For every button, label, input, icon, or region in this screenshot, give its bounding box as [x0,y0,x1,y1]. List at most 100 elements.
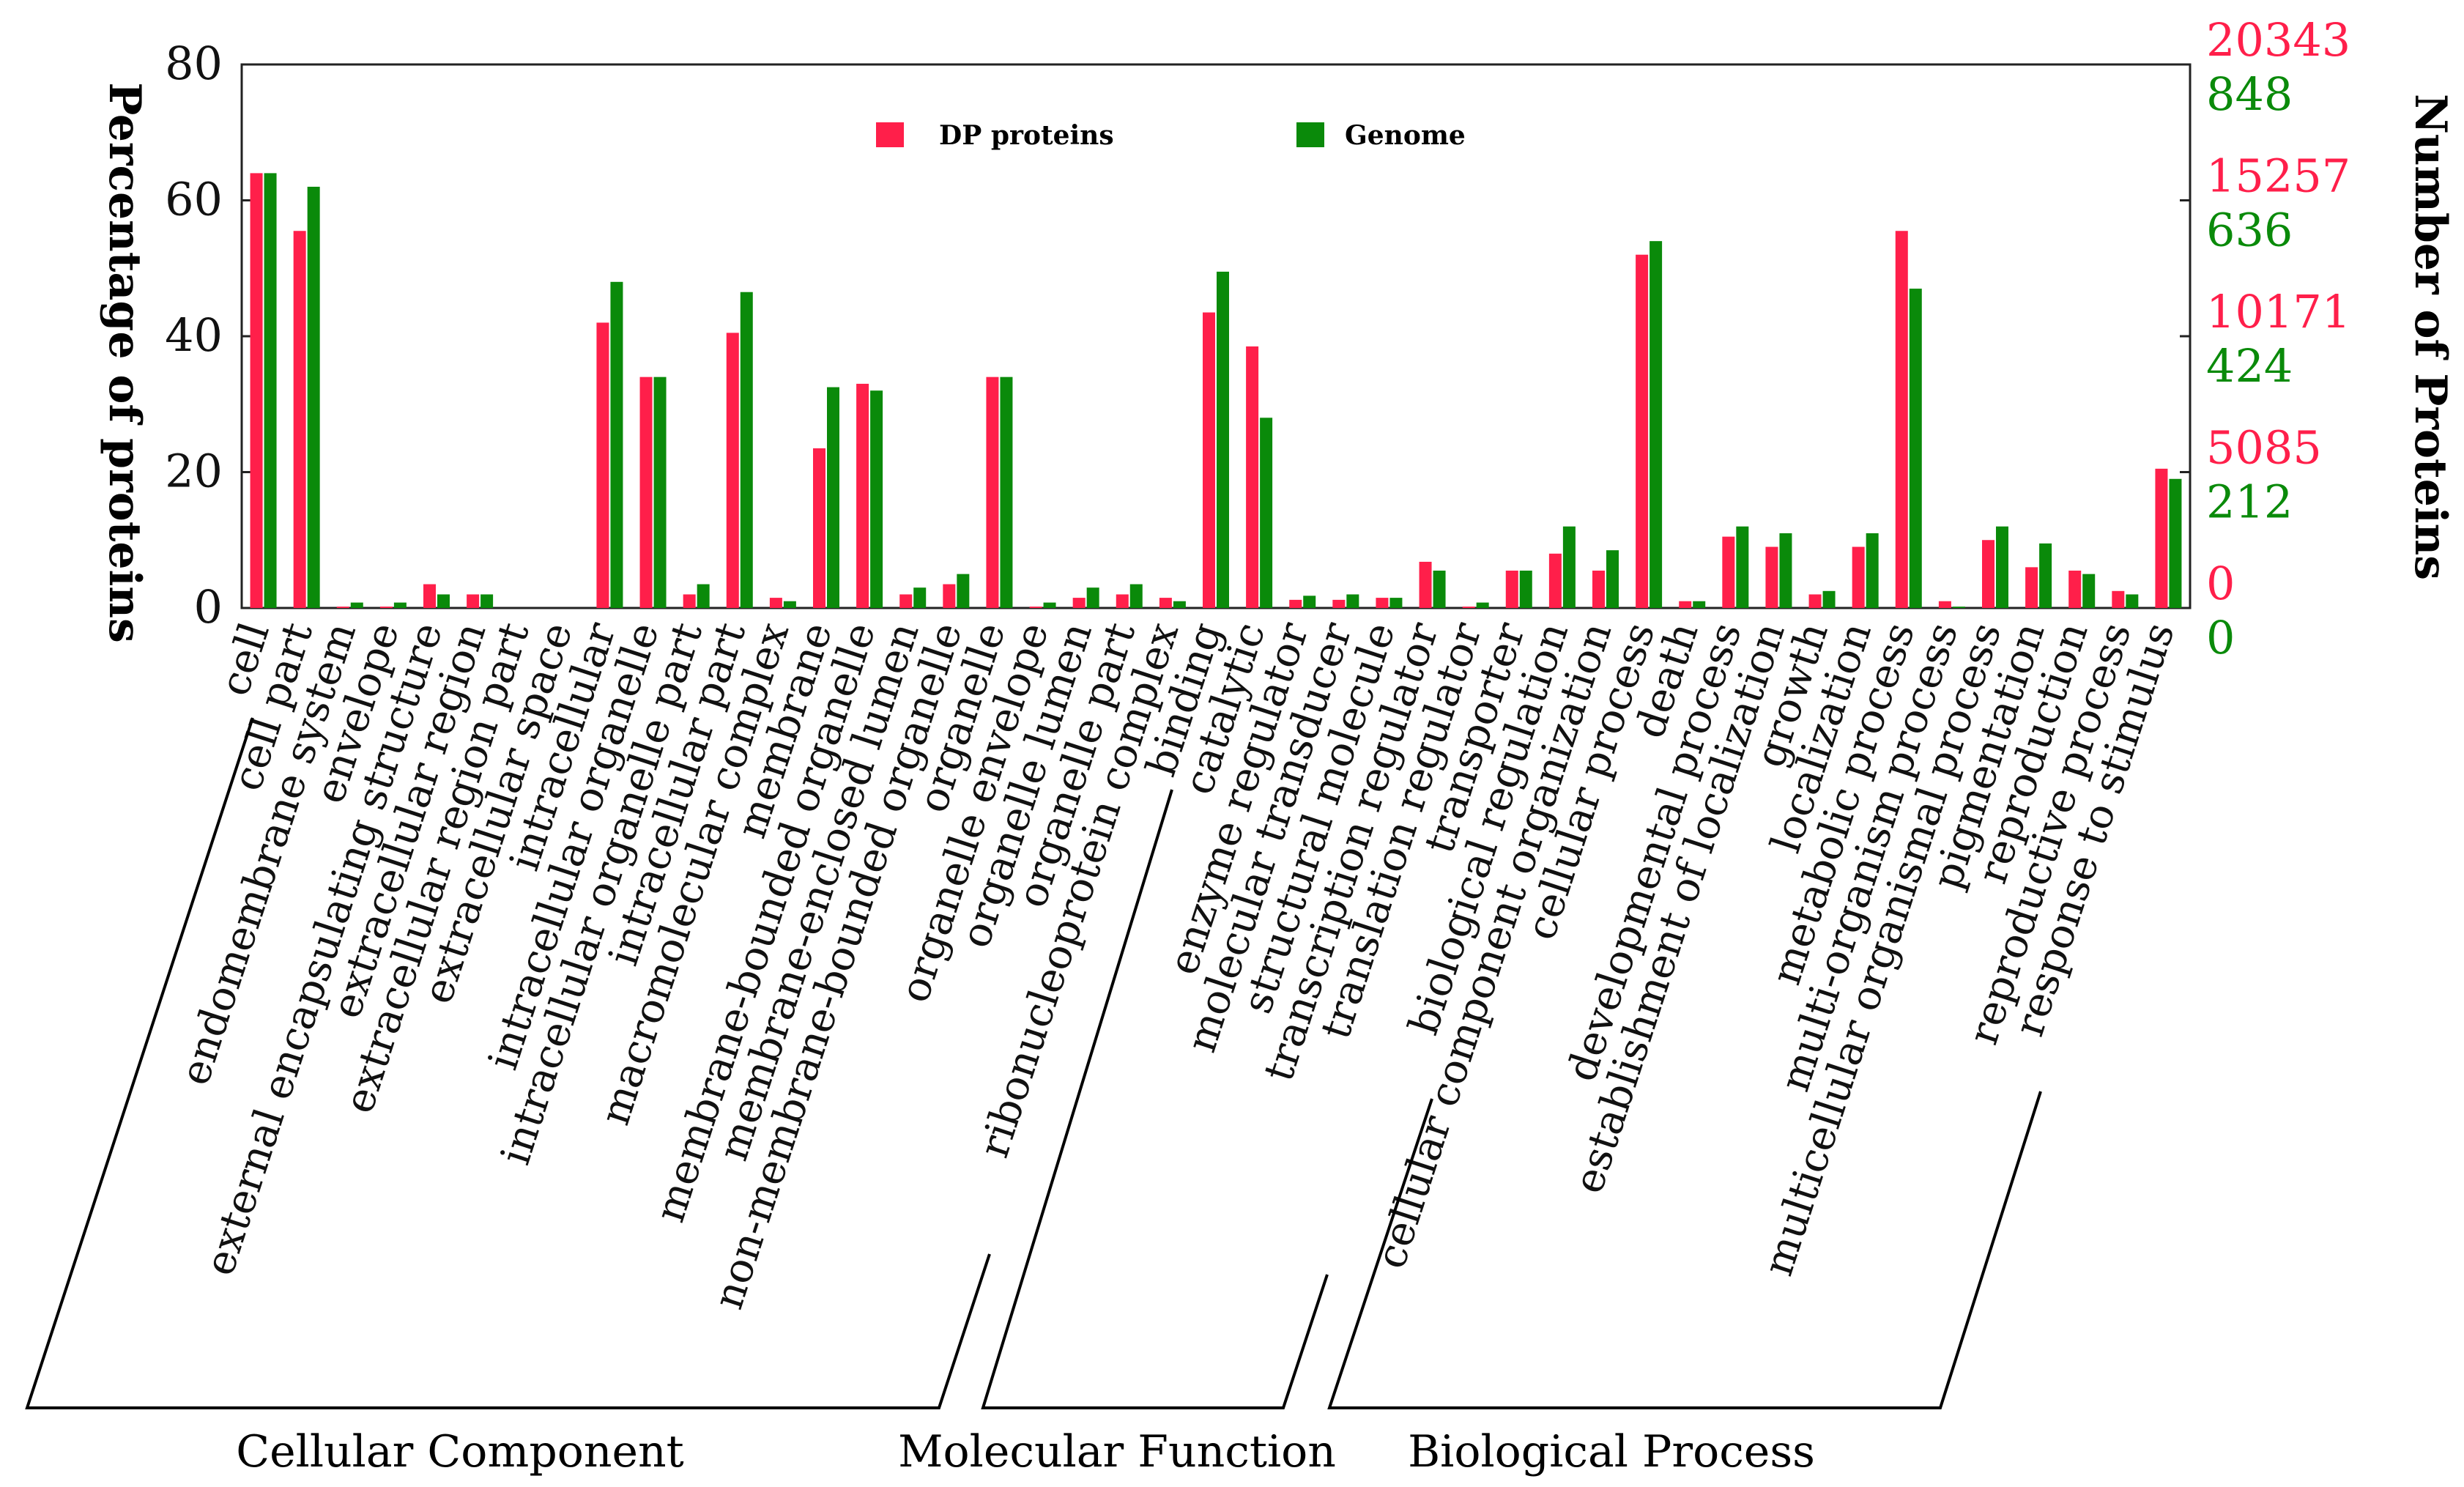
right-tick-label-genome: 636 [2206,204,2293,257]
bar-dp-proteins [1592,570,1605,608]
bar-genome [783,601,796,608]
bar-dp-proteins [379,607,393,608]
bar-dp-proteins [1072,598,1086,608]
bar-genome [697,584,710,608]
bar-genome [307,186,320,608]
bar-genome [2169,478,2182,608]
bar-genome [1433,570,1446,608]
bar-dp-proteins [596,322,609,608]
bar-dp-proteins [943,584,956,608]
bar-genome [1043,602,1056,608]
group-label-biological-process: Biological Process [1408,1426,1815,1477]
bar-genome [1866,533,1879,608]
bar-genome [1736,526,1749,608]
bar-genome [1650,241,1663,608]
bar-genome [1217,271,1229,608]
bar-genome [1303,596,1316,608]
bar-genome [740,292,753,608]
left-axis: 0 20 40 60 80 [165,37,252,634]
right-tick-label-genome: 212 [2206,475,2293,529]
bar-genome [1693,601,1706,608]
right-tick-label-dp: 0 [2206,557,2235,610]
bar-dp-proteins [1462,607,1475,608]
bar-genome [827,387,839,608]
bar-genome [1952,607,1965,608]
group-brackets [25,717,2042,1409]
left-tick-label: 80 [165,37,223,90]
bar-dp-proteins [1029,607,1042,608]
right-tick-label-dp: 15257 [2206,149,2350,203]
bar-dp-proteins [986,377,999,608]
bar-dp-proteins [1548,553,1562,608]
bar-dp-proteins [1332,599,1346,608]
bar-genome [1822,590,1836,608]
bar-dp-proteins [1895,231,1908,608]
legend: DP proteins Genome [876,120,1466,151]
bracket-molecular-function [981,789,1329,1409]
bar-genome [1519,570,1532,608]
left-axis-title: Percentage of proteins [99,82,150,643]
bar-dp-proteins [1203,312,1215,608]
bar-dp-proteins [2155,468,2168,608]
bar-genome [1909,289,1922,608]
right-tick-label-genome: 848 [2206,67,2293,121]
bar-genome [653,377,667,608]
bracket-biological-process [1327,1091,2042,1409]
bracket-cellular-component [25,717,991,1409]
bar-dp-proteins [423,584,436,608]
right-axis-title: Number of Proteins [2405,94,2456,580]
bar-genome [1086,587,1099,608]
bar-dp-proteins [1246,346,1259,608]
bar-genome [1476,602,1489,608]
left-tick-label: 40 [165,308,223,362]
bar-dp-proteins [899,594,913,608]
bar-genome [350,602,363,608]
bar-genome [264,173,277,608]
left-tick-label: 20 [165,445,223,498]
bar-dp-proteins [1808,594,1822,608]
right-tick-label-dp: 20343 [2206,13,2350,67]
bar-genome [480,594,494,608]
legend-swatch-genome [1296,122,1324,147]
bar-dp-proteins [250,173,263,608]
bar-dp-proteins [2068,570,2082,608]
group-label-molecular-function: Molecular Function [898,1426,1336,1477]
bar-genome [1996,526,2008,608]
bar-dp-proteins [1376,598,1389,608]
bar-genome [1389,598,1403,608]
bar-dp-proteins [769,598,782,608]
legend-swatch-dp [876,122,904,147]
bar-dp-proteins [1419,561,1432,608]
bar-genome [1129,584,1143,608]
bar-genome [1000,377,1013,608]
bar-genome [870,390,883,608]
bar-dp-proteins [1116,594,1129,608]
bar-dp-proteins [1636,254,1649,608]
bar-genome [1346,594,1359,608]
bar-series [250,173,2182,608]
bar-dp-proteins [1765,546,1778,608]
left-tick-label: 0 [194,580,223,634]
bar-genome [1606,550,1619,608]
bar-genome [957,574,970,608]
bar-dp-proteins [2112,590,2125,608]
bar-genome [393,602,407,608]
group-label-cellular-component: Cellular Component [236,1426,684,1477]
bar-genome [2082,574,2096,608]
bar-dp-proteins [1852,546,1865,608]
bar-genome [2126,594,2139,608]
bar-dp-proteins [639,377,653,608]
right-tick-label-dp: 10171 [2206,285,2350,338]
bar-genome [1562,526,1576,608]
bar-genome [437,594,450,608]
left-tick-label: 60 [165,173,223,226]
right-tick-label-genome: 424 [2206,339,2293,393]
bar-dp-proteins [683,594,696,608]
right-tick-label-dp: 5085 [2206,421,2322,475]
bar-dp-proteins [1938,601,1951,608]
bar-genome [1779,533,1792,608]
bar-genome [1173,601,1186,608]
